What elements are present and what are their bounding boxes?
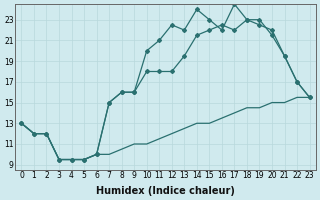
X-axis label: Humidex (Indice chaleur): Humidex (Indice chaleur) (96, 186, 235, 196)
